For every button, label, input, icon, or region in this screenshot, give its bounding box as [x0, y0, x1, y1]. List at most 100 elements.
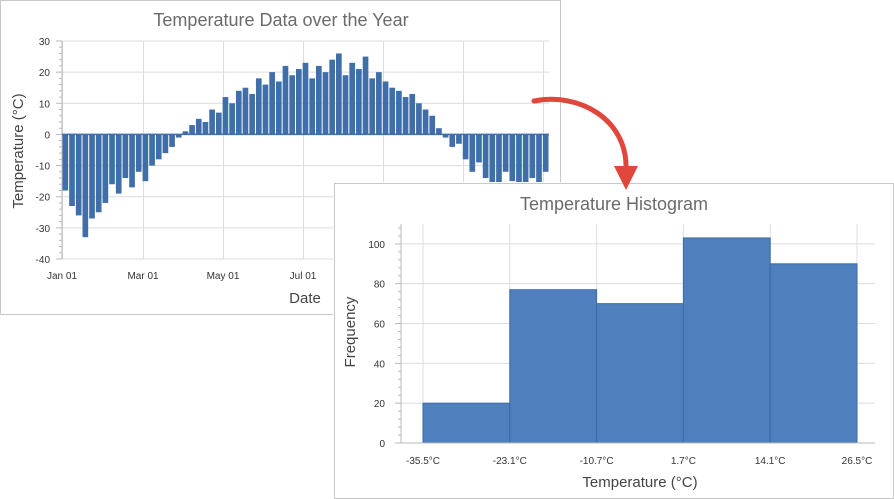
x-axis-title: Temperature (°C): [582, 474, 697, 491]
temperature-bar: [342, 75, 349, 135]
temperature-bar: [162, 134, 169, 154]
temperature-bar: [469, 134, 476, 172]
y-tick-label: -30: [36, 224, 51, 235]
x-tick-label: Jul 01: [290, 271, 317, 282]
temperature-bar: [69, 134, 75, 207]
x-tick-label: Jan 01: [47, 271, 77, 282]
chart-title: Temperature Data over the Year: [153, 10, 408, 30]
temperature-bar: [142, 134, 149, 182]
y-tick-label: 100: [368, 240, 385, 251]
y-tick-labels: 30 20 10 0 -10 -20 -30 -40: [36, 37, 51, 266]
temperature-bar: [356, 69, 362, 135]
temperature-bar: [82, 134, 89, 238]
temperature-bar: [222, 97, 229, 135]
histogram-chart-panel: Temperature Histogram 0 20 40 60 80 100 -35.5…: [334, 183, 894, 499]
histogram-bar: [769, 263, 858, 444]
temperature-bar: [489, 134, 496, 191]
temperature-bar: [349, 62, 356, 135]
y-tick-label: 80: [374, 280, 386, 291]
temperature-bar: [169, 134, 175, 147]
temperature-bar: [462, 134, 469, 160]
temperature-bar: [195, 118, 202, 135]
y-tick-label: -20: [36, 193, 51, 204]
x-tick-labels: -35.5°C -23.1°C -10.7°C 1.7°C 14.1°C 26.5°C: [406, 456, 872, 467]
x-tick-label: -35.5°C: [406, 456, 440, 467]
temperature-bar: [122, 134, 129, 179]
temperature-bar: [155, 134, 162, 160]
temperature-bar: [182, 131, 189, 135]
temperature-bar: [316, 65, 322, 135]
temperature-chart: Temperature Data over the Year 3020100-1…: [10, 10, 549, 307]
histogram-bar: [509, 289, 598, 444]
temperature-bar: [456, 134, 462, 144]
y-tick-label: 20: [374, 399, 386, 410]
temperature-bar: [422, 109, 429, 135]
x-tick-label: 14.1°C: [755, 456, 786, 467]
y-tick-label: 20: [39, 68, 51, 79]
y-tick-label: -10: [36, 162, 51, 173]
x-axis-title: Date: [289, 290, 321, 307]
axes: [56, 40, 549, 260]
temperature-bar: [376, 72, 382, 135]
temperature-bar: [229, 103, 235, 135]
temperature-bar: [295, 69, 302, 135]
x-tick-label: -10.7°C: [580, 456, 614, 467]
temperature-bar: [336, 53, 342, 135]
y-tick-label: 30: [39, 37, 51, 48]
temperature-bar: [449, 134, 456, 147]
temperature-bar: [536, 134, 542, 185]
temperature-bar: [369, 78, 376, 135]
temperature-bar: [542, 134, 549, 172]
temperature-bar: [402, 97, 409, 135]
temperature-bar: [95, 134, 102, 213]
y-tick-label: -40: [36, 255, 51, 266]
temperature-bar: [249, 93, 255, 135]
y-tick-label: 40: [374, 359, 386, 370]
histogram-bar: [596, 303, 684, 444]
temperature-bar: [269, 72, 275, 135]
temperature-bar: [509, 134, 516, 182]
temperature-bar: [322, 72, 329, 135]
y-tick-label: 60: [374, 320, 386, 331]
y-tick-label: 0: [44, 130, 50, 141]
temperature-bar: [275, 81, 282, 135]
temperature-bar: [302, 62, 309, 135]
temperature-bar: [429, 115, 436, 135]
temperature-bar: [529, 134, 536, 179]
x-tick-labels: Jan 01 Mar 01 May 01 Jul 01: [47, 271, 317, 282]
temperature-bar: [416, 103, 422, 135]
temperature-bar: [282, 65, 289, 135]
histogram-chart: Temperature Histogram 0 20 40 60 80 100 -35.5…: [342, 194, 875, 491]
y-tick-label: 0: [379, 439, 385, 450]
temperature-bar: [202, 121, 209, 135]
temperature-bar: [516, 134, 522, 197]
temperature-bar: [115, 134, 122, 194]
temperature-bar: [175, 134, 182, 138]
temperature-bar: [62, 134, 69, 191]
temperature-bar: [89, 134, 95, 219]
temperature-bar: [382, 81, 389, 135]
temperature-bar: [149, 134, 155, 166]
x-tick-label: 1.7°C: [671, 456, 696, 467]
temperature-bar: [476, 134, 482, 163]
x-tick-label: -23.1°C: [493, 456, 527, 467]
temperature-bar: [309, 78, 316, 135]
temperature-bar: [409, 93, 416, 135]
temperature-bar: [522, 134, 529, 188]
temperature-bar: [396, 90, 402, 135]
temperature-bar: [242, 87, 249, 135]
temperature-bar: [215, 112, 222, 135]
axes: [395, 224, 875, 444]
y-axis-title: Frequency: [342, 296, 359, 367]
temperature-bar: [109, 134, 115, 185]
y-tick-label: 10: [39, 99, 51, 110]
histogram-bar: [682, 237, 771, 444]
y-axis-title: Temperature (°C): [10, 93, 27, 208]
temperature-bar: [389, 87, 396, 135]
temperature-bar: [135, 134, 142, 172]
temperature-bar: [129, 134, 135, 188]
temperature-bar: [102, 134, 109, 203]
x-tick-label: May 01: [207, 271, 240, 282]
temperature-bar: [189, 125, 195, 135]
temperature-bar: [329, 59, 336, 135]
